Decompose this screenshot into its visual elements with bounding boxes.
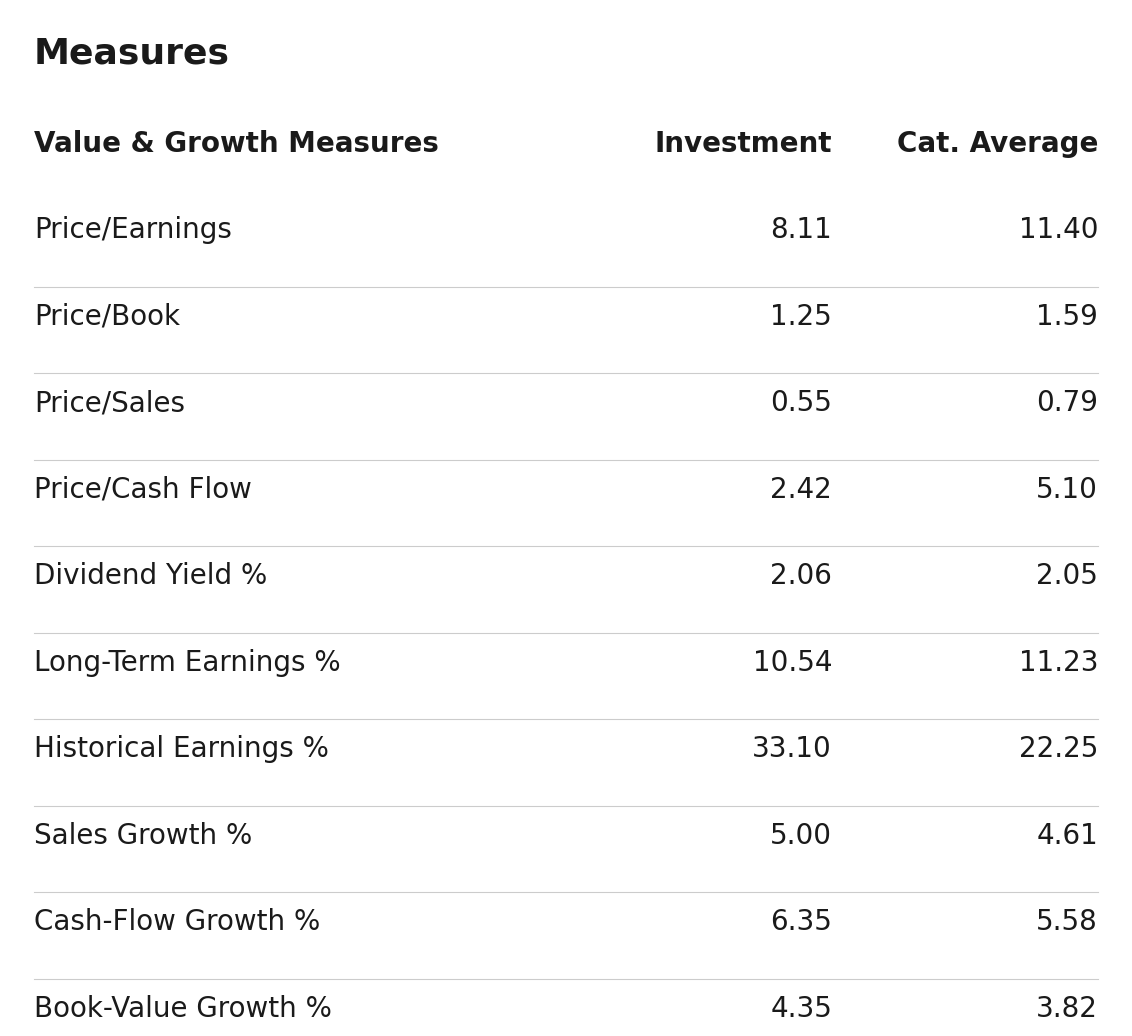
Text: 4.35: 4.35 [770, 995, 832, 1023]
Text: Book-Value Growth %: Book-Value Growth % [34, 995, 332, 1023]
Text: 6.35: 6.35 [770, 908, 832, 937]
Text: 5.00: 5.00 [770, 822, 832, 850]
Text: Long-Term Earnings %: Long-Term Earnings % [34, 649, 341, 677]
Text: 0.55: 0.55 [770, 388, 832, 418]
Text: Value & Growth Measures: Value & Growth Measures [34, 130, 439, 157]
Text: 3.82: 3.82 [1036, 995, 1098, 1023]
Text: 2.42: 2.42 [770, 476, 832, 503]
Text: Cash-Flow Growth %: Cash-Flow Growth % [34, 908, 320, 937]
Text: 1.25: 1.25 [770, 303, 832, 330]
Text: Investment: Investment [654, 130, 832, 157]
Text: Price/Sales: Price/Sales [34, 388, 185, 418]
Text: Historical Earnings %: Historical Earnings % [34, 735, 328, 764]
Text: Dividend Yield %: Dividend Yield % [34, 562, 267, 591]
Text: Measures: Measures [34, 36, 230, 70]
Text: 2.05: 2.05 [1036, 562, 1098, 591]
Text: 4.61: 4.61 [1036, 822, 1098, 850]
Text: 5.58: 5.58 [1036, 908, 1098, 937]
Text: 2.06: 2.06 [770, 562, 832, 591]
Text: 22.25: 22.25 [1019, 735, 1098, 764]
Text: Price/Earnings: Price/Earnings [34, 215, 232, 244]
Text: 11.23: 11.23 [1019, 649, 1098, 677]
Text: 33.10: 33.10 [753, 735, 832, 764]
Text: 1.59: 1.59 [1036, 303, 1098, 330]
Text: 5.10: 5.10 [1036, 476, 1098, 503]
Text: 11.40: 11.40 [1019, 215, 1098, 244]
Text: 8.11: 8.11 [770, 215, 832, 244]
Text: 0.79: 0.79 [1036, 388, 1098, 418]
Text: 10.54: 10.54 [753, 649, 832, 677]
Text: Sales Growth %: Sales Growth % [34, 822, 252, 850]
Text: Price/Book: Price/Book [34, 303, 180, 330]
Text: Cat. Average: Cat. Average [897, 130, 1098, 157]
Text: Price/Cash Flow: Price/Cash Flow [34, 476, 251, 503]
